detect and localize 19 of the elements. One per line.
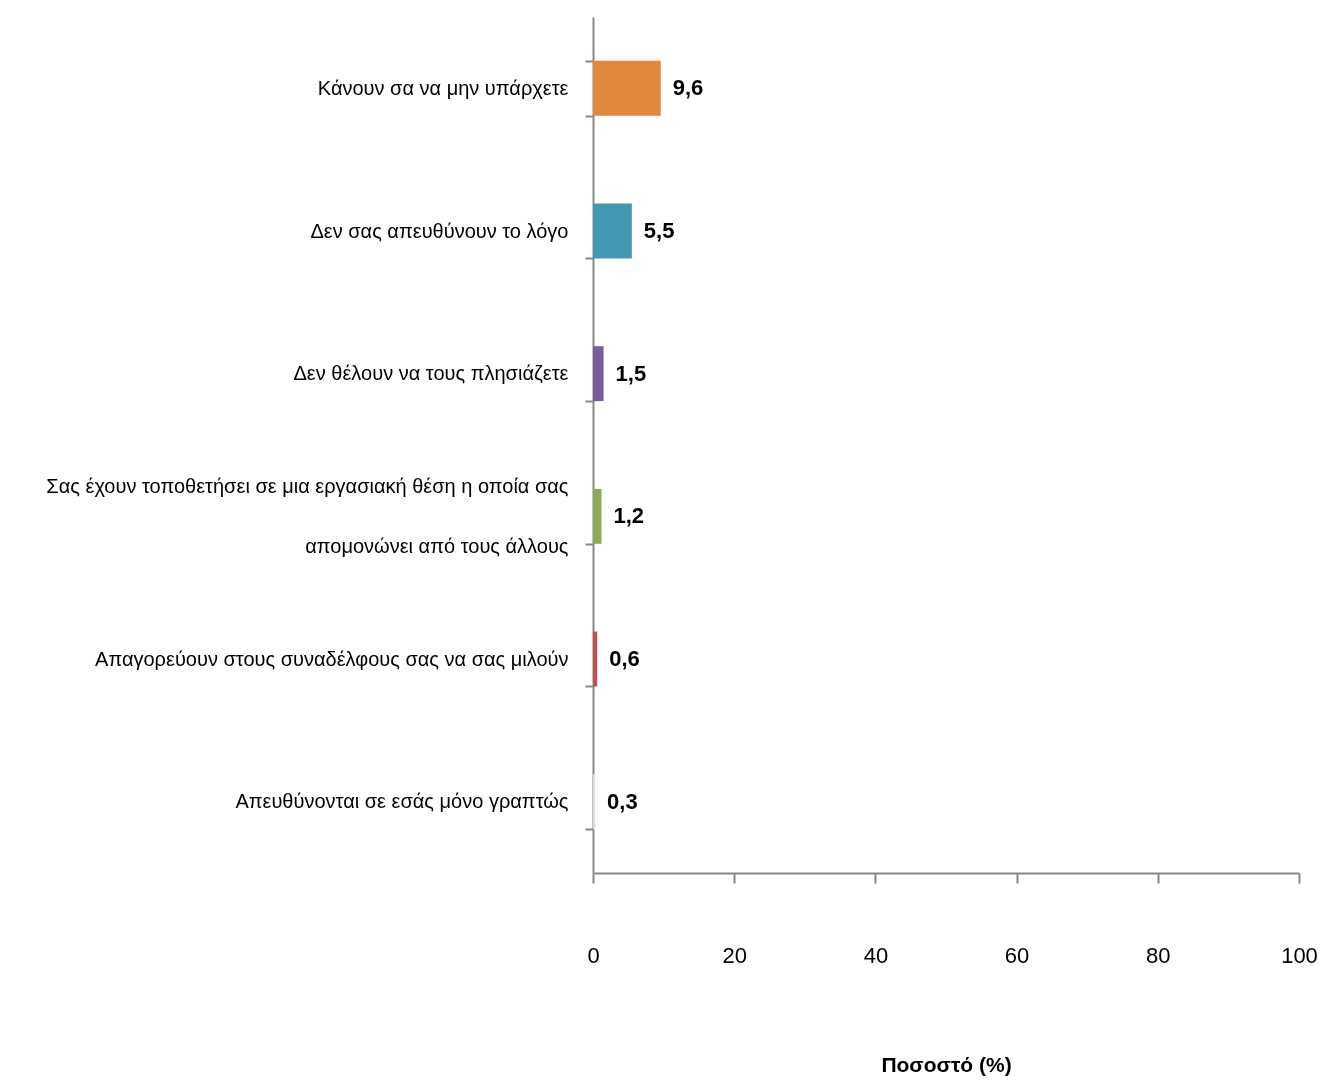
data-label: 1,5 [615,360,647,386]
data-label: 9,6 [672,75,704,101]
y-tick-label: Κάνουν σα να μην υπάρχετε [317,76,569,99]
y-tick-label: Απευθύνονται σε εσάς μόνο γραπτώς [235,790,569,813]
x-tick-label: 80 [1146,942,1171,968]
y-tick-label: Δεν σας απευθύνουν το λόγο [310,219,569,242]
y-tick-label: Απαγορεύουν στους συναδέλφους σας να σας μιλούν [95,647,569,670]
x-tick-label: 0 [587,942,600,968]
category-label: Σας έχουν τοποθετήσει σε μια εργασιακή θέση η οποία σας απομονώνει από τους άλλους [46,474,569,557]
data-label: 1,2 [613,503,645,529]
x-tick-label: 100 [1281,942,1318,968]
data-label: 0,6 [609,646,640,671]
x-axis-title: Ποσοστό (%) [881,1052,1012,1076]
x-tick-label: 40 [863,942,889,968]
x-tick-label: 20 [722,942,747,968]
y-tick-label: Δεν θέλουν να τους πλησιάζετε [293,362,569,385]
data-label: 0,3 [607,788,638,814]
x-tick-label: 60 [1004,942,1030,968]
data-label: 5,5 [643,218,675,243]
